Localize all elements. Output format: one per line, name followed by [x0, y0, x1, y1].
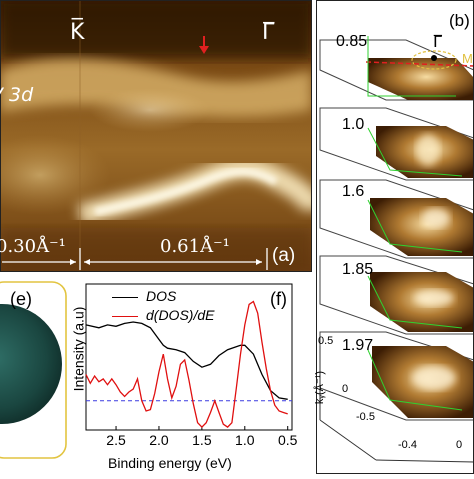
kx-tick-0: -0.4 — [398, 439, 417, 451]
v3d-band-label: V 3d — [0, 84, 34, 106]
legend-label-dos: DOS — [146, 288, 177, 304]
layer-3 — [319, 255, 474, 335]
ky-tick-0: 0.5 — [318, 335, 334, 347]
legend-item-dos: DOS — [112, 289, 176, 303]
x-tick-label: 0.5 — [278, 432, 298, 448]
energy-label-2: 1.6 — [342, 183, 365, 200]
kx-tick-1: 0 — [456, 439, 463, 451]
k-point-label: K̅ — [70, 20, 85, 45]
energy-label-4: 1.97 — [342, 337, 374, 354]
legend-swatch-ddos — [112, 315, 138, 317]
y-axis-label: Intensity (a.u) — [70, 306, 87, 392]
panel-e-image — [0, 280, 70, 474]
scale-label-right: 0.61Å⁻¹ — [160, 236, 230, 257]
legend-item-ddos: d(DOS)/dE — [112, 308, 214, 322]
m-point-label: M — [462, 51, 473, 66]
series-line-0 — [85, 321, 288, 400]
gamma-point-b-label: Γ̅ — [433, 32, 442, 51]
dos-chart: 2.5 2.0 1.5 1.0 0.5 — [85, 283, 298, 448]
layer-2 — [319, 179, 474, 259]
panel-a: K̅ Γ̅ V 3d 0.30Å⁻¹ 0.61Å⁻¹ (a) — [0, 0, 323, 272]
panel-a-image — [0, 0, 323, 272]
panel-e-label: (e) — [10, 289, 32, 309]
panel-e: (e) — [0, 280, 70, 474]
panel-b-image — [316, 0, 474, 474]
panel-a-label: (a) — [272, 245, 296, 266]
series-line-1 — [85, 300, 288, 429]
panel-f: 2.5 2.0 1.5 1.0 0.5 (f) DOS d(DOS)/dE Intens… — [70, 280, 308, 474]
energy-label-1: 1.0 — [342, 116, 365, 133]
x-axis-label: Binding energy (eV) — [108, 455, 232, 471]
x-tick-label: 2.5 — [106, 432, 126, 448]
x-tick-label: 2.0 — [149, 432, 169, 448]
layer-4 — [319, 331, 474, 421]
layer-1 — [319, 107, 474, 181]
energy-label-0: 0.85 — [336, 33, 368, 50]
x-tick-label: 1.0 — [235, 432, 255, 448]
red-arrow-head — [199, 46, 209, 54]
ky-tick-1: 0 — [342, 383, 349, 395]
gamma-point-label: Γ̅ — [262, 20, 275, 45]
scale-label-left: 0.30Å⁻¹ — [0, 236, 66, 257]
panel-f-label: (f) — [270, 289, 287, 309]
legend-swatch-dos — [112, 296, 138, 298]
ky-tick-2: -0.5 — [356, 411, 375, 423]
panel-b: (b) Γ̅ M 0.85 1.0 1.6 1.85 1.97 kᵧ(Å⁻¹) … — [314, 0, 474, 474]
plot-frame — [85, 283, 293, 431]
legend-label-ddos: d(DOS)/dE — [146, 307, 215, 323]
panel-b-label: (b) — [449, 11, 470, 30]
x-tick-label: 1.5 — [192, 432, 212, 448]
layer-0 — [319, 36, 474, 101]
ky-axis-label: kᵧ(Å⁻¹) — [314, 370, 327, 405]
energy-label-3: 1.85 — [342, 261, 374, 278]
